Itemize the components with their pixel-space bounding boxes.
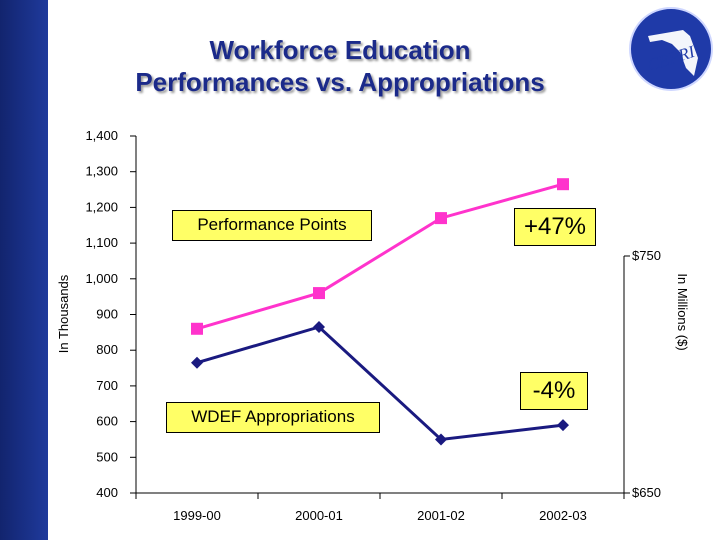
title-line-2: Performances vs. Appropriations xyxy=(135,67,545,97)
x-tick-label: 2000-01 xyxy=(295,508,343,523)
x-tick-label: 2002-03 xyxy=(539,508,587,523)
left-axis-title: In Thousands xyxy=(56,274,71,353)
performance-change-label: +47% xyxy=(514,208,596,246)
title-line-1: Workforce Education xyxy=(209,35,471,65)
axes xyxy=(135,136,625,494)
series-2-point xyxy=(313,320,325,333)
series-2-point xyxy=(557,419,569,432)
left-tick-label: 900 xyxy=(96,307,118,322)
series-1-point xyxy=(557,178,569,191)
left-decorative-band xyxy=(0,0,48,540)
series-1-point xyxy=(191,322,203,335)
right-tick-label: $650 xyxy=(632,485,661,500)
series-2-point xyxy=(435,433,447,446)
left-tick-label: 700 xyxy=(96,378,118,393)
series-1-point xyxy=(313,287,325,300)
left-tick-label: 1,200 xyxy=(85,199,118,214)
x-axis-ticks: 1999-00 2000-01 2001-02 2002-03 xyxy=(135,493,625,523)
left-tick-label: 600 xyxy=(96,414,118,429)
series-line-2 xyxy=(196,325,564,442)
right-tick-label: $750 xyxy=(632,248,661,263)
appropriations-change-label: -4% xyxy=(520,372,588,410)
series-layer xyxy=(191,178,569,446)
x-tick-label: 2001-02 xyxy=(417,508,465,523)
left-tick-label: 400 xyxy=(96,485,118,500)
x-tick-label: 1999-00 xyxy=(173,508,221,523)
series-1-point xyxy=(435,212,447,225)
performance-points-label: Performance Points xyxy=(172,210,372,241)
left-tick-label: 500 xyxy=(96,449,118,464)
left-tick-label: 1,000 xyxy=(85,271,118,286)
wdef-appropriations-label: WDEF Appropriations xyxy=(166,402,380,433)
series-line-1 xyxy=(196,182,564,331)
series-2-point xyxy=(191,356,203,369)
chart-title: Workforce Education Performances vs. App… xyxy=(60,34,620,98)
right-axis-ticks: $750 $650 xyxy=(624,248,661,500)
left-tick-label: 1,400 xyxy=(85,128,118,143)
left-tick-label: 800 xyxy=(96,342,118,357)
cepri-logo: CEPRI xyxy=(629,7,713,91)
left-axis-ticks: 1,400 1,300 1,200 1,100 1,000 900 800 700 600 500… xyxy=(85,128,136,500)
left-tick-label: 1,100 xyxy=(85,235,118,250)
left-tick-label: 1,300 xyxy=(85,164,118,179)
right-axis-title: In Millions ($) xyxy=(675,273,690,350)
